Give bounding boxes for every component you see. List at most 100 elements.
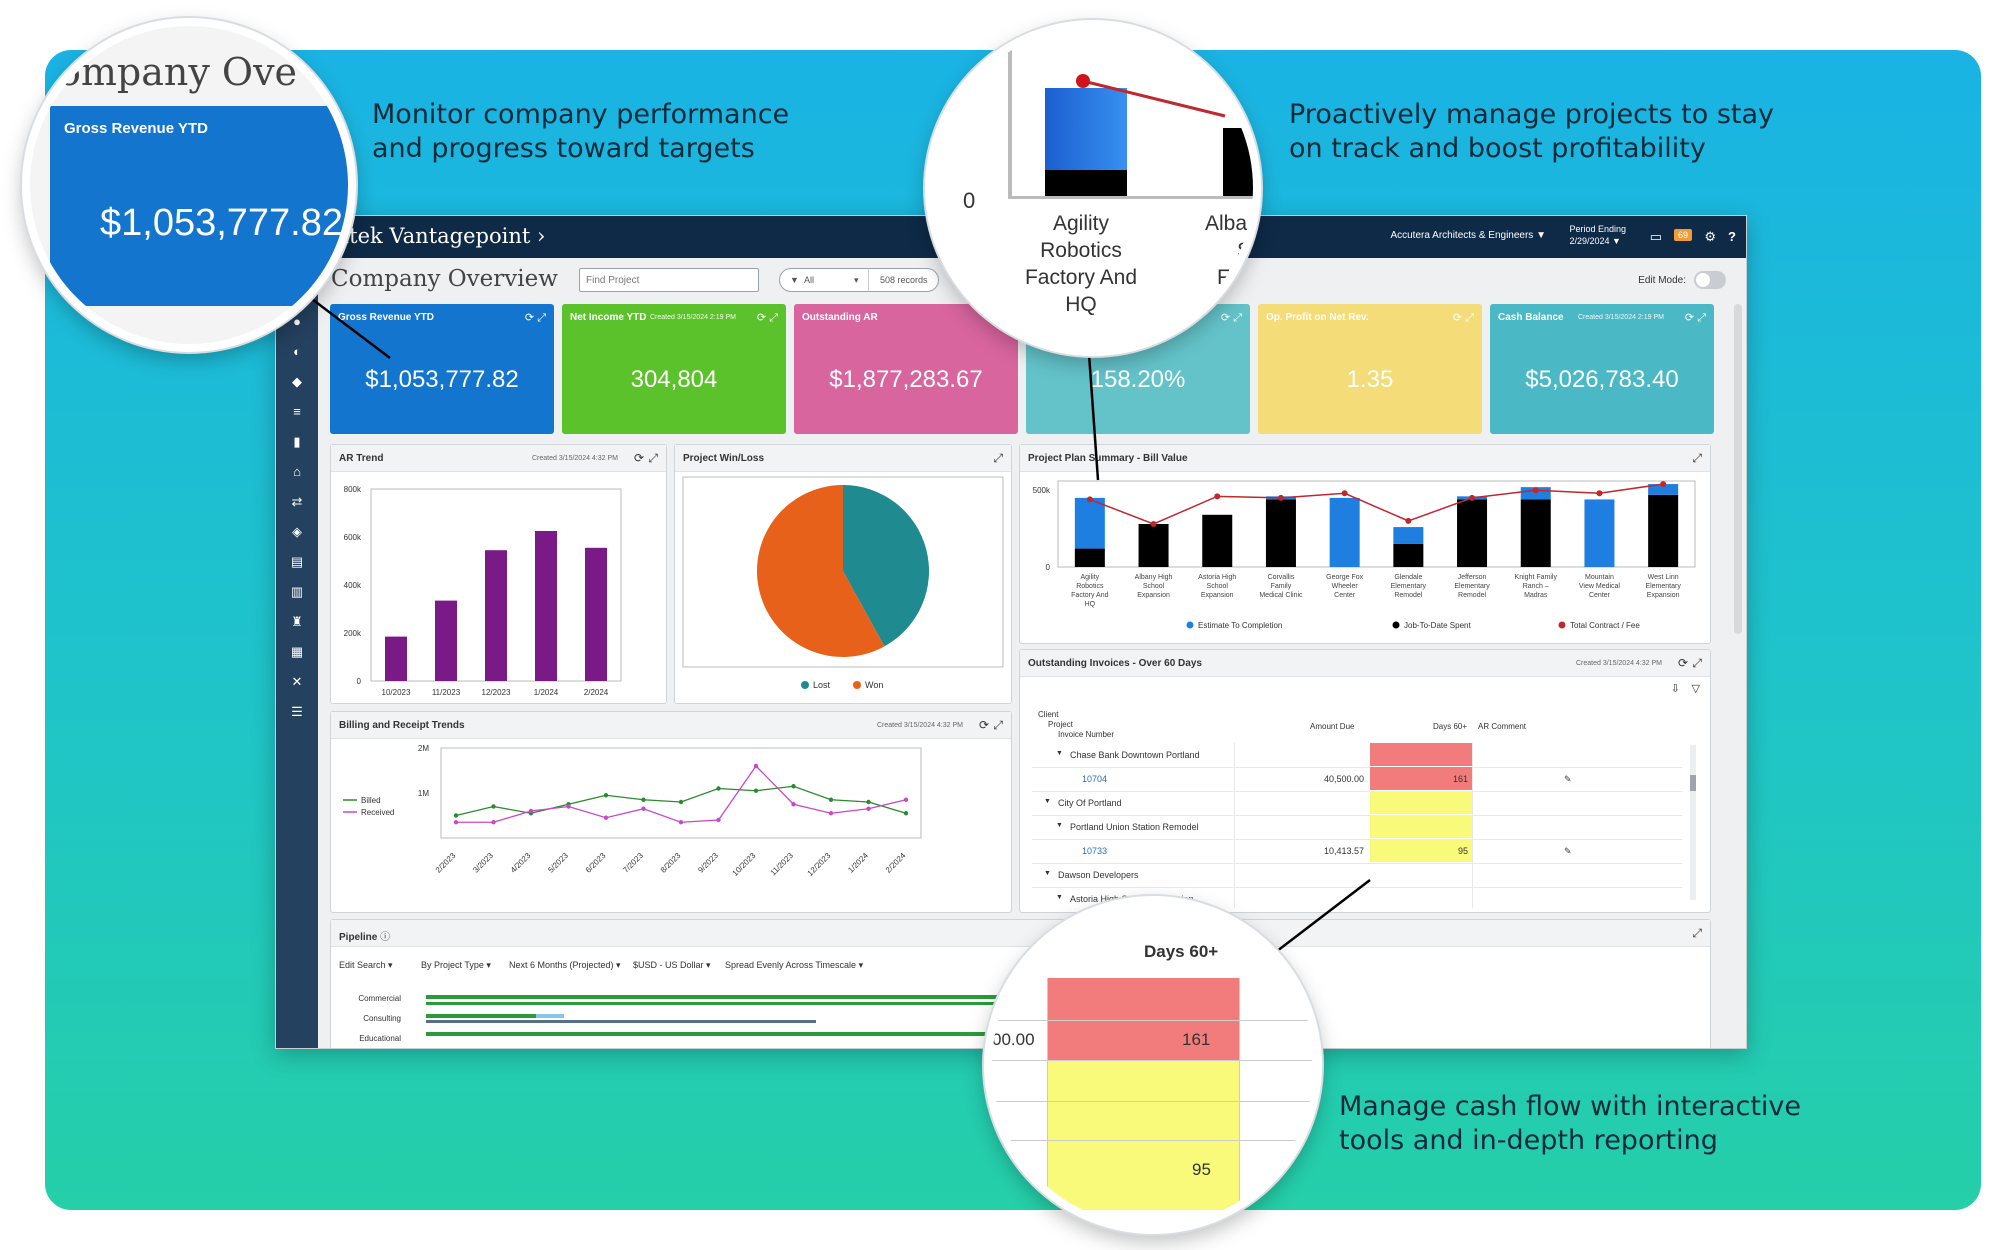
document-icon[interactable]: ▤ — [290, 554, 304, 569]
download-icon[interactable]: ⇩ — [1670, 683, 1680, 695]
caret-down-icon[interactable]: ▼ — [1056, 822, 1063, 829]
transfer-icon[interactable]: ⇄ — [291, 494, 303, 509]
kpi-tile[interactable]: Cash Balance Created 3/15/2024 2:19 PM ⟳ ⤢… — [1490, 304, 1714, 434]
headline-projects: Proactively manage projects to stay on t… — [1289, 98, 1774, 166]
kpi-tile[interactable]: Net Income YTD Created 3/15/2024 2:19 PM ⟳… — [562, 304, 786, 434]
created-timestamp: Created 3/15/2024 4:32 PM — [531, 455, 618, 462]
caret-down-icon[interactable]: ▼ — [1044, 870, 1051, 877]
bank-icon[interactable]: ⌂ — [293, 464, 301, 479]
kpi-tile[interactable]: Outstanding AR⟳ ⤢$1,877,283.67 — [794, 304, 1018, 434]
refresh-icon[interactable]: ⟳ ⤢ — [1684, 312, 1706, 324]
company-selector[interactable]: Accutera Architects & Engineers ▼ — [1390, 230, 1546, 241]
x-tick-label: Jefferson — [1458, 574, 1487, 581]
bar-spent — [1202, 514, 1233, 567]
table-row[interactable]: 10704 40,500.00 161 ✎ — [1032, 767, 1682, 792]
table-row[interactable]: ▼ City Of Portland — [1032, 791, 1682, 816]
edit-comment-icon[interactable]: ✎ — [1564, 846, 1572, 856]
settings-sliders-icon[interactable]: ☰ — [291, 704, 303, 719]
divider — [1472, 815, 1473, 839]
pipeline-dropdown[interactable]: Edit Search ▾ — [339, 960, 393, 971]
refresh-icon[interactable]: ⟳ ⤢ — [756, 312, 778, 324]
x-tick-label: 4/2023 — [509, 851, 533, 875]
line-point — [1532, 487, 1539, 494]
gear-icon[interactable]: ⚙ — [1704, 229, 1716, 244]
refresh-icon[interactable]: ⟳ — [978, 718, 989, 732]
table-row[interactable]: ▼ Chase Bank Downtown Portland — [1032, 743, 1682, 768]
notification-badge[interactable]: 69 — [1673, 229, 1692, 241]
report-icon[interactable]: ▥ — [290, 584, 304, 599]
line-point — [528, 808, 534, 814]
x-tick-label: 10/2023 — [382, 688, 411, 697]
period-selector[interactable]: Period Ending 2/29/2024 ▼ — [1569, 223, 1626, 247]
edit-comment-icon[interactable]: ✎ — [1564, 774, 1572, 784]
pipeline-dropdown[interactable]: $USD - US Dollar ▾ — [633, 960, 711, 971]
expand-icon[interactable]: ⤢ — [993, 451, 1003, 465]
caret-down-icon[interactable]: ▼ — [1056, 894, 1063, 901]
divider — [1472, 767, 1473, 791]
edit-mode-toggle[interactable] — [1694, 271, 1726, 289]
x-tick-label: 12/2023 — [806, 851, 833, 878]
opportunity-icon[interactable]: ◆ — [292, 374, 302, 389]
table-row[interactable]: ▼ Dawson Developers — [1032, 863, 1682, 888]
x-tick-label: 8/2023 — [659, 851, 683, 875]
panel-title: Pipeline ⓘ — [339, 928, 390, 943]
created-timestamp: Created 3/15/2024 2:19 PM — [649, 314, 736, 321]
invoice-link[interactable]: 10704 — [1082, 774, 1108, 784]
filter-icon[interactable]: ▽ — [1691, 683, 1700, 695]
expand-icon[interactable]: ⤢ — [993, 718, 1003, 732]
line-point — [566, 804, 571, 809]
dropdown-label: $USD - US Dollar — [633, 960, 704, 970]
pipeline-dropdown[interactable]: By Project Type ▾ — [421, 960, 491, 971]
brand[interactable]: eltek Vantagepoint › — [330, 224, 545, 248]
bar-chart-icon[interactable]: ▮ — [293, 434, 301, 449]
pipeline-dropdown[interactable]: Next 6 Months (Projected) ▾ — [509, 960, 621, 971]
calculator-icon[interactable]: ▦ — [290, 644, 304, 659]
line-point — [641, 797, 646, 802]
expand-icon[interactable]: ⤢ — [1692, 926, 1702, 940]
x-tick-label: Remodel — [1458, 592, 1486, 599]
x-tick-label: 11/2023 — [769, 851, 796, 878]
panel-header: Billing and Receipt Trends Created 3/15/… — [331, 712, 1011, 739]
refresh-icon[interactable]: ⟳ — [633, 451, 644, 465]
dashboard-icon[interactable]: ◐ — [293, 344, 301, 359]
list-icon[interactable]: ≡ — [293, 404, 301, 419]
resource-icon[interactable]: ◈ — [292, 524, 302, 539]
project-filter[interactable]: ▼ All ▾ 508 records — [779, 268, 939, 292]
expand-icon[interactable]: ⤢ — [648, 451, 658, 465]
x-tick-label: 7/2023 — [621, 851, 645, 875]
table-row[interactable]: ▼ Portland Union Station Remodel — [1032, 815, 1682, 840]
created-timestamp: Created 3/15/2024 2:19 PM — [1577, 314, 1664, 321]
kpi-tile[interactable]: Gross Revenue YTD ⟳ ⤢ $1,053,777.82 — [330, 304, 554, 434]
pipeline-dropdown[interactable]: Spread Evenly Across Timescale ▾ — [725, 960, 863, 971]
kpi-tile[interactable]: Op. Profit on Net Rev. ⟳ ⤢ 1.35 — [1258, 304, 1482, 434]
tools-icon[interactable]: ✕ — [291, 674, 303, 689]
legend-marker — [1186, 621, 1194, 629]
chat-icon[interactable]: ▭ — [1649, 229, 1662, 244]
group-label: Portland Union Station Remodel — [1070, 822, 1199, 832]
info-icon[interactable]: ⓘ — [380, 932, 391, 943]
trophy-icon[interactable]: ♜ — [291, 614, 303, 629]
scrollbar[interactable] — [1690, 745, 1696, 900]
expand-icon[interactable]: ⤢ — [1692, 451, 1702, 465]
expand-icon[interactable]: ⤢ — [1692, 656, 1702, 670]
legend-marker — [1392, 621, 1400, 629]
page-scrollbar[interactable] — [1734, 304, 1742, 634]
help-icon[interactable]: ? — [1728, 229, 1736, 244]
filter-icon: ▼ — [790, 275, 799, 285]
legend-label: Estimate To Completion — [1198, 621, 1282, 630]
search-input[interactable]: Find Project — [579, 268, 759, 292]
zoom-cell-red — [1047, 978, 1239, 1020]
invoice-link[interactable]: 10733 — [1082, 846, 1108, 856]
table-row[interactable]: 10733 10,413.57 95 ✎ — [1032, 839, 1682, 864]
legend-label: Received — [361, 808, 394, 817]
refresh-icon[interactable]: ⟳ — [1677, 656, 1688, 670]
refresh-icon[interactable]: ⟳ ⤢ — [524, 312, 546, 324]
scrollbar-thumb[interactable] — [1690, 775, 1696, 791]
refresh-icon[interactable]: ⟳ ⤢ — [1452, 312, 1474, 324]
line-point — [1214, 493, 1221, 500]
caret-down-icon[interactable]: ▼ — [1044, 798, 1051, 805]
caret-down-icon[interactable]: ▼ — [1056, 750, 1063, 757]
legend-label: Job-To-Date Spent — [1404, 621, 1471, 630]
app-window: eltek Vantagepoint › Accutera Architects… — [275, 215, 1747, 1049]
line-point — [1150, 521, 1157, 527]
